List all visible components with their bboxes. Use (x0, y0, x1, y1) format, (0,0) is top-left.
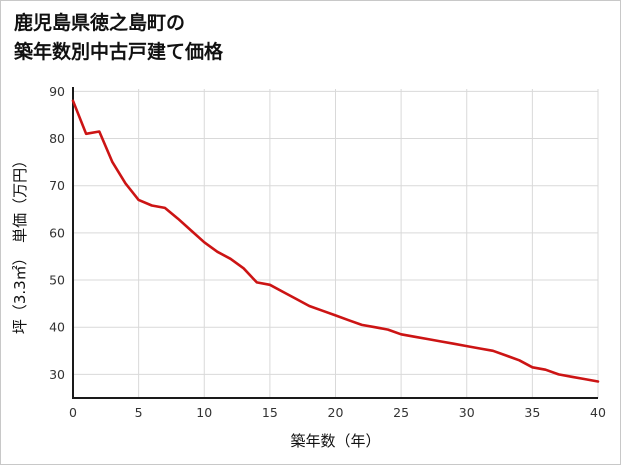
y-tick-label: 50 (49, 273, 65, 288)
y-tick-label: 30 (49, 367, 65, 382)
x-tick-label: 25 (393, 405, 409, 420)
y-tick-label: 40 (49, 320, 65, 335)
x-tick-label: 40 (590, 405, 606, 420)
price-line (71, 99, 600, 383)
x-axis-label: 築年数（年） (290, 432, 380, 450)
x-tick-label: 35 (524, 405, 540, 420)
x-tick-label: 0 (69, 405, 77, 420)
y-tick-label: 60 (49, 225, 65, 240)
x-tick-label: 20 (328, 405, 344, 420)
chart-title-line1: 鹿児島県徳之島町の (14, 12, 186, 34)
x-tick-label: 15 (262, 405, 278, 420)
x-tick-label: 5 (135, 405, 143, 420)
y-tick-label: 80 (49, 131, 65, 146)
chart-title-line2: 築年数別中古戸建て価格 (14, 40, 224, 63)
x-tick-label: 30 (459, 405, 475, 420)
chart-title: 鹿児島県徳之島町の 築年数別中古戸建て価格 (14, 9, 223, 66)
y-tick-label: 70 (49, 178, 65, 193)
y-axis-label: 坪（3.3㎡） 単価（万円） (11, 153, 29, 334)
y-tick-label: 90 (49, 84, 65, 99)
x-tick-label: 10 (196, 405, 212, 420)
